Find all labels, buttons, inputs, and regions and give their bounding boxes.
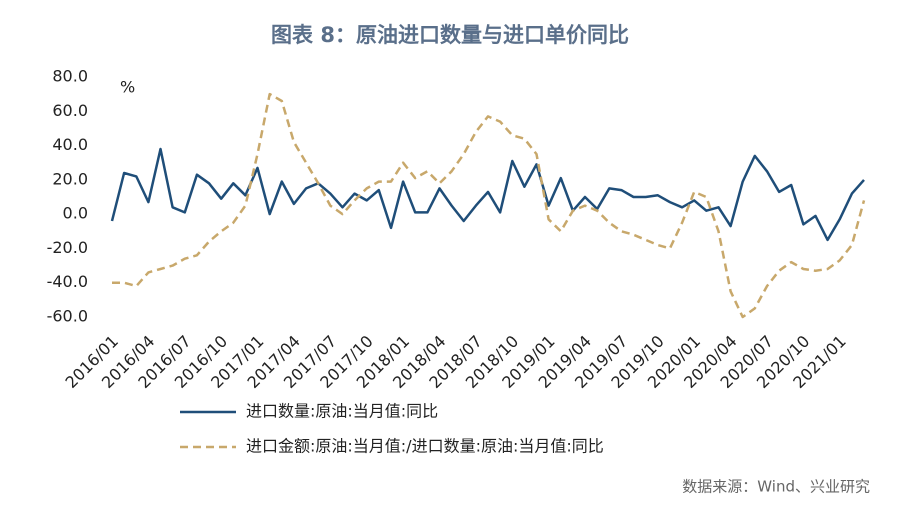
y-tick-label: -20.0 [47,238,88,257]
y-tick-label: 80.0 [52,67,88,86]
series-line [112,92,866,319]
y-unit: % [120,78,135,97]
legend-label: 进口数量:原油:当月值:同比 [246,402,438,421]
legend-label: 进口金额:原油:当月值:/进口数量:原油:当月值:同比 [246,437,604,456]
chart-title: 图表 8：原油进口数量与进口单价同比 [271,23,629,47]
y-tick-label: -60.0 [47,307,88,326]
y-tick-label: 60.0 [52,101,88,120]
source: 数据来源：Wind、兴业研究 [682,478,870,496]
series-line [110,147,865,242]
y-tick-label: 20.0 [52,169,88,188]
y-tick-label: 40.0 [52,135,88,154]
y-tick-label: 0.0 [63,204,88,223]
y-tick-label: -40.0 [47,272,88,291]
